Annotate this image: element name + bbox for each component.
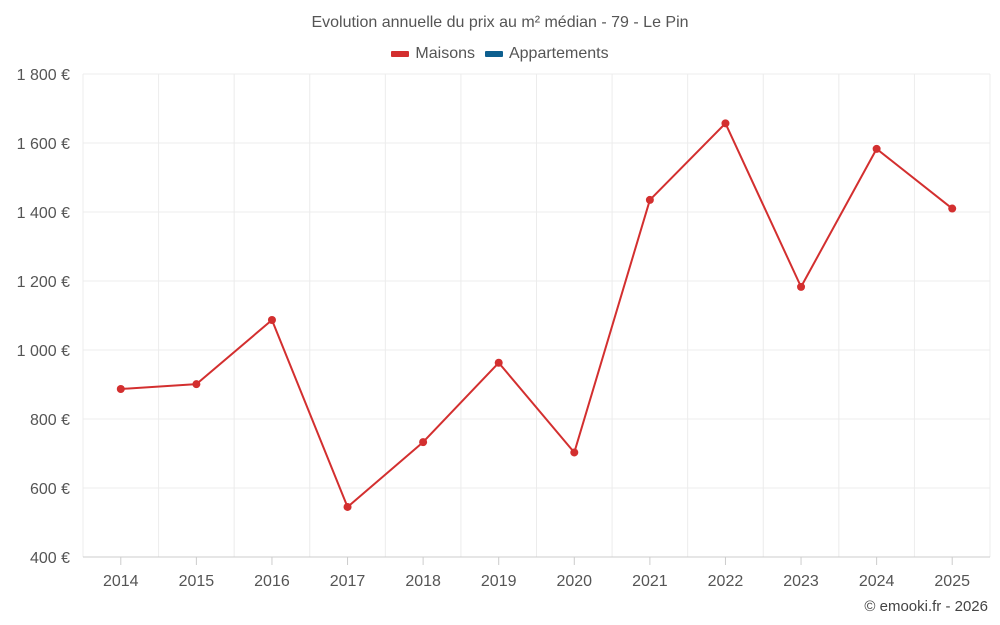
- y-tick-label: 1 400 €: [17, 205, 70, 222]
- legend-label-appartements: Appartements: [508, 45, 609, 62]
- x-tick-label: 2018: [405, 573, 441, 590]
- data-point: [419, 438, 428, 447]
- legend-swatch-appartements: [484, 51, 503, 57]
- data-point: [721, 119, 730, 128]
- y-tick-label: 800 €: [30, 412, 70, 429]
- y-tick-label: 1 800 €: [17, 67, 70, 84]
- credit-text[interactable]: © emooki.fr - 2026: [864, 598, 988, 615]
- data-point: [797, 282, 806, 291]
- y-tick-label: 1 600 €: [17, 136, 70, 153]
- legend-item-appartements[interactable]: Appartements: [484, 45, 609, 63]
- data-point: [116, 384, 125, 393]
- data-point: [645, 195, 654, 204]
- x-tick-label: 2017: [330, 573, 366, 590]
- legend: Maisons Appartements: [0, 45, 1000, 63]
- data-point: [872, 144, 881, 153]
- y-tick-label: 600 €: [30, 481, 70, 498]
- x-tick-label: 2019: [481, 573, 517, 590]
- x-tick-label: 2024: [859, 573, 895, 590]
- y-tick-label: 400 €: [30, 550, 70, 567]
- x-tick-label: 2022: [708, 573, 744, 590]
- series-line-maisons: [120, 122, 953, 508]
- legend-swatch-maisons: [391, 51, 410, 57]
- legend-label-maisons: Maisons: [415, 45, 475, 62]
- data-point: [343, 502, 352, 511]
- x-tick-label: 2016: [254, 573, 290, 590]
- legend-item-maisons[interactable]: Maisons: [391, 45, 475, 63]
- x-tick-label: 2025: [934, 573, 970, 590]
- data-point: [267, 315, 276, 324]
- data-point: [192, 380, 201, 389]
- x-tick-label: 2014: [103, 573, 139, 590]
- x-tick-label: 2023: [783, 573, 819, 590]
- data-point: [494, 358, 503, 367]
- y-tick-label: 1 000 €: [17, 343, 70, 360]
- chart-title: Evolution annuelle du prix au m² médian …: [311, 14, 689, 31]
- y-tick-label: 1 200 €: [17, 274, 70, 291]
- x-tick-label: 2021: [632, 573, 668, 590]
- data-point: [948, 204, 957, 213]
- data-point: [570, 448, 579, 457]
- x-tick-label: 2015: [179, 573, 215, 590]
- x-tick-label: 2020: [556, 573, 592, 590]
